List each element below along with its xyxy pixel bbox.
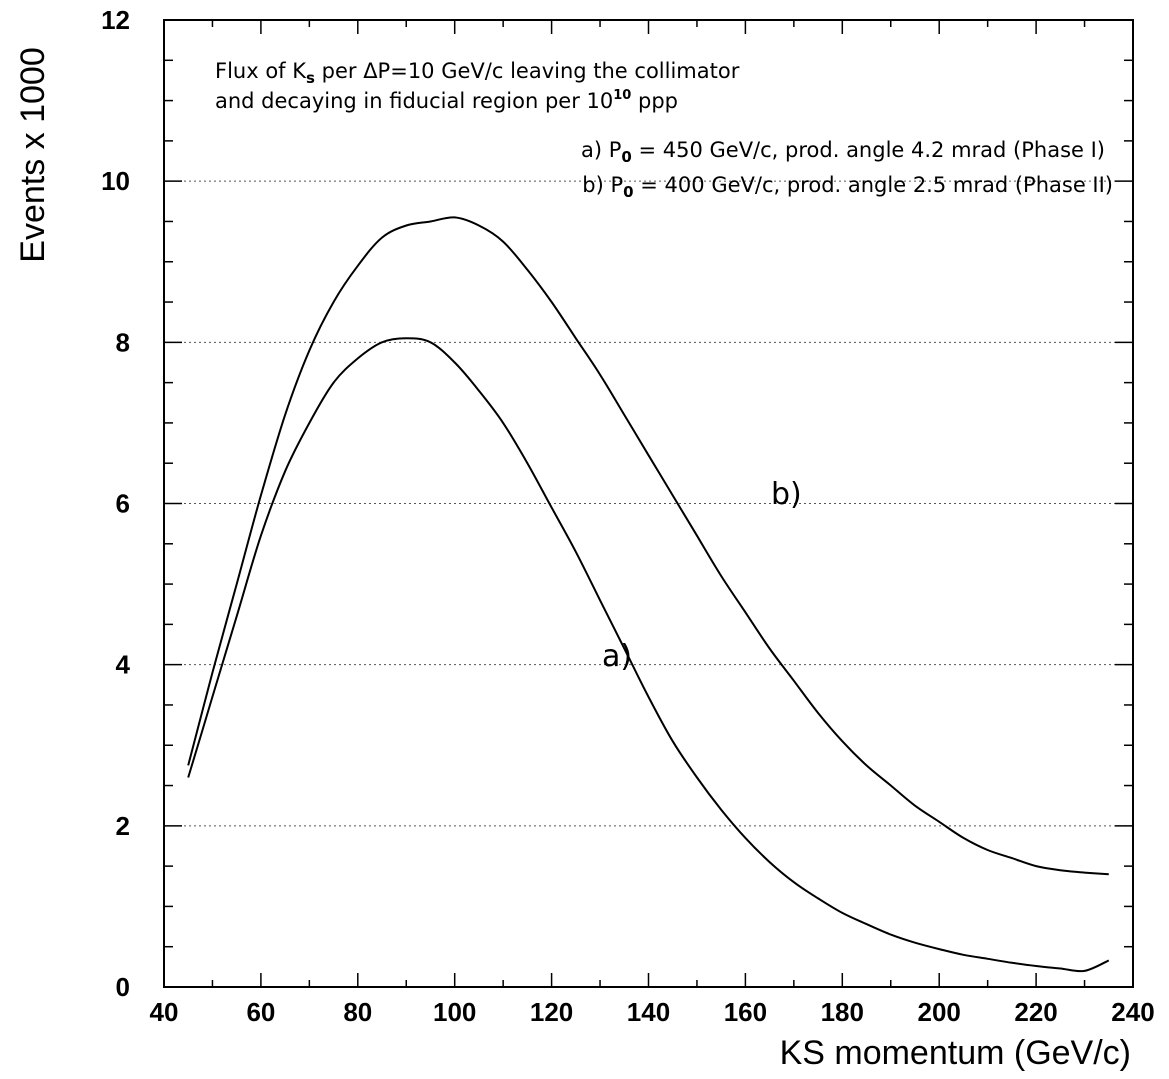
annotation-line-1: Flux of Ks per ΔP=10 GeV/c leaving the c…: [215, 59, 740, 87]
x-tick-label-200: 200: [918, 997, 961, 1027]
y-tick-label-0: 0: [116, 972, 130, 1002]
x-tick-label-40: 40: [150, 997, 179, 1027]
legend-entry-a-sub: 0: [621, 148, 631, 166]
ticks: [163, 19, 1134, 988]
x-tick-label-60: 60: [246, 997, 275, 1027]
x-tick-label-160: 160: [724, 997, 767, 1027]
y-tick-label-8: 8: [116, 327, 130, 357]
x-tick-label-80: 80: [343, 997, 372, 1027]
series-group: [187, 216, 1110, 973]
legend-entry-a: a) P0 = 450 GeV/c, prod. angle 4.2 mrad …: [581, 138, 1105, 166]
x-tick-label-220: 220: [1014, 997, 1057, 1027]
annotation-line-1-suffix: per ΔP=10 GeV/c leaving the collimator: [315, 59, 740, 83]
annotation-line-2-prefix: and decaying in fiducial region per 10: [215, 89, 613, 113]
curve-label-a: a): [602, 639, 632, 674]
x-tick-label-100: 100: [433, 997, 476, 1027]
annotation-line-1-sub: s: [306, 69, 315, 87]
series-line-a: [187, 337, 1110, 973]
x-tick-label-120: 120: [530, 997, 573, 1027]
annotation-line-2-suffix: ppp: [631, 89, 678, 113]
annotation-block: Flux of Ks per ΔP=10 GeV/c leaving the c…: [215, 59, 1113, 201]
curve-label-b: b): [771, 477, 802, 512]
x-tick-label-180: 180: [821, 997, 864, 1027]
y-tick-label-10: 10: [101, 166, 130, 196]
legend-entry-b-suffix: = 400 GeV/c, prod. angle 2.5 mrad (Phase…: [634, 173, 1113, 197]
y-axis-title: Events x 1000: [14, 47, 52, 262]
x-tick-label-140: 140: [627, 997, 670, 1027]
y-tick-label-2: 2: [116, 811, 130, 841]
legend-entry-a-suffix: = 450 GeV/c, prod. angle 4.2 mrad (Phase…: [632, 138, 1105, 162]
annotation-line-2: and decaying in fiducial region per 1010…: [215, 88, 678, 113]
y-tick-label-12: 12: [101, 5, 130, 35]
grid: [164, 180, 1133, 827]
y-tick-label-4: 4: [116, 650, 131, 680]
annotation-line-2-sup: 10: [613, 88, 631, 103]
x-tick-label-240: 240: [1111, 997, 1154, 1027]
legend-entry-b: b) P0 = 400 GeV/c, prod. angle 2.5 mrad …: [582, 173, 1113, 201]
legend-entry-a-prefix: a) P: [581, 138, 621, 162]
series-line-b: [187, 216, 1109, 876]
annotation-line-1-prefix: Flux of K: [215, 59, 307, 83]
legend-entry-b-sub: 0: [623, 183, 633, 201]
legend-entry-b-prefix: b) P: [582, 173, 623, 197]
y-tick-label-6: 6: [116, 489, 130, 519]
plot-frame: [163, 19, 1134, 988]
x-axis-title: KS momentum (GeV/c): [780, 1034, 1131, 1072]
